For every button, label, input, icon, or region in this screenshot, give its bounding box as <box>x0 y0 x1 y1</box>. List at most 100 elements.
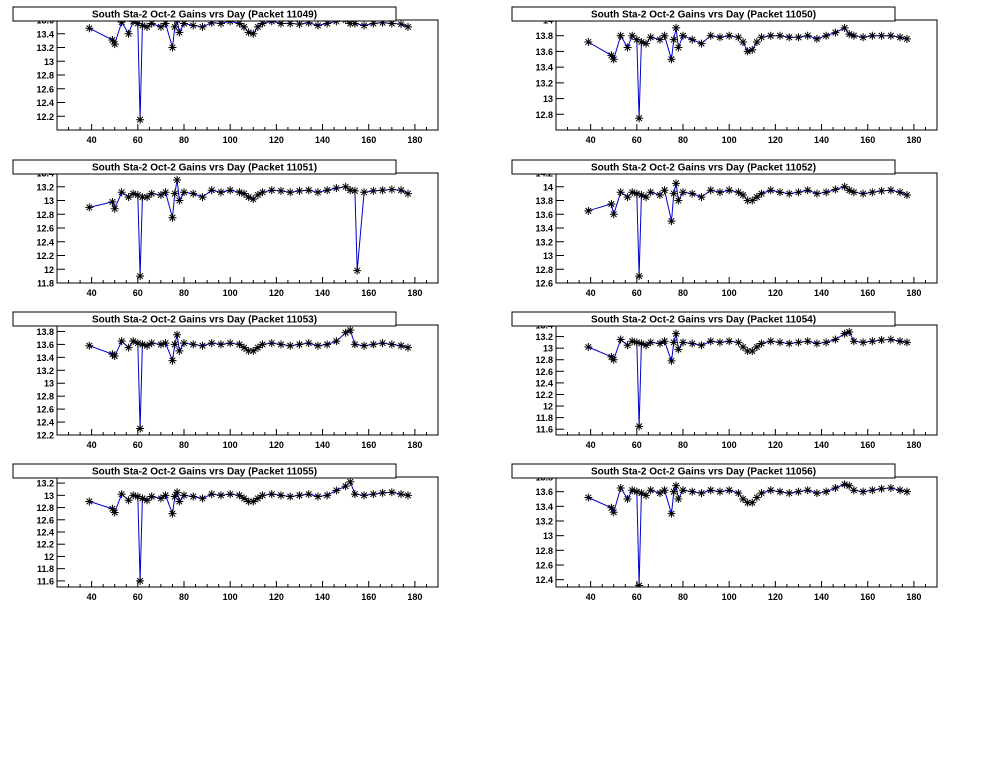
data-point <box>332 337 341 346</box>
data-point <box>715 487 724 496</box>
x-tick-label: 80 <box>179 135 189 145</box>
data-point <box>757 189 766 198</box>
data-point <box>387 185 396 194</box>
data-point <box>117 20 126 27</box>
y-tick-label: 12.2 <box>36 431 54 441</box>
data-point <box>785 189 794 198</box>
x-tick-label: 100 <box>223 288 238 298</box>
data-point <box>674 495 683 503</box>
series-line <box>588 27 908 119</box>
data-point <box>743 196 752 205</box>
chart-panel: 40 60 80 100 120 140 160 180 11.8 12 12.2 12.4 12.6 1… <box>12 159 439 298</box>
data-point <box>108 197 117 206</box>
y-tick-label: 12.8 <box>36 503 54 513</box>
data-point <box>138 340 147 349</box>
data-point <box>725 186 734 195</box>
data-point <box>143 22 152 31</box>
data-point <box>660 186 669 195</box>
x-tick-label: 140 <box>814 440 829 450</box>
data-point <box>902 191 911 199</box>
data-point <box>609 210 618 219</box>
y-tick-label: 13.2 <box>535 517 553 527</box>
data-point <box>304 20 313 27</box>
data-point <box>840 480 849 489</box>
x-tick-label: 180 <box>407 135 422 145</box>
data-point <box>688 35 697 44</box>
y-tick-label: 13.6 <box>535 487 553 497</box>
data-point <box>244 497 253 506</box>
data-layer <box>584 480 911 587</box>
data-point <box>623 43 632 52</box>
data-point <box>607 199 616 208</box>
data-point <box>147 20 156 28</box>
x-tick-label: 140 <box>315 288 330 298</box>
y-tick-label: 12.6 <box>36 84 54 94</box>
data-point <box>812 189 821 198</box>
x-tick-label: 140 <box>814 592 829 602</box>
data-point <box>697 489 706 498</box>
data-point <box>752 193 761 202</box>
y-tick-label: 13 <box>44 196 54 206</box>
data-point <box>253 191 262 199</box>
data-point <box>803 486 812 495</box>
x-tick-label: 80 <box>179 440 189 450</box>
data-point <box>609 508 618 517</box>
data-point <box>859 338 868 347</box>
data-point <box>775 31 784 40</box>
chart-panel: 40 60 80 100 120 140 160 180 12.2 12.4 12.6 12.8 13 1… <box>12 6 439 145</box>
data-point <box>655 191 664 199</box>
data-point <box>623 193 632 202</box>
data-point <box>637 489 646 498</box>
x-tick-label: 120 <box>269 288 284 298</box>
data-point <box>175 28 184 37</box>
x-tick-label: 140 <box>814 288 829 298</box>
data-point <box>286 341 295 350</box>
data-point <box>249 29 258 38</box>
data-point <box>175 497 184 506</box>
data-point <box>845 481 854 490</box>
data-point <box>110 40 119 49</box>
data-point <box>226 186 235 195</box>
data-point <box>868 31 877 40</box>
data-point <box>378 186 387 195</box>
data-layer <box>584 179 911 281</box>
x-tick-label: 80 <box>678 440 688 450</box>
y-tick-label: 13.4 <box>36 29 54 39</box>
data-point <box>840 329 849 338</box>
chart-panel: 40 60 80 100 120 140 160 180 12.2 12.4 12.6 12.8 13 1… <box>12 311 439 450</box>
data-point <box>170 22 179 31</box>
y-tick-label: 12.6 <box>36 515 54 525</box>
y-tick-label: 13.4 <box>535 502 553 512</box>
data-point <box>785 489 794 498</box>
data-point <box>286 188 295 197</box>
y-tick-label: 12 <box>44 265 54 275</box>
data-point <box>387 340 396 349</box>
data-layer <box>85 477 412 585</box>
data-point <box>249 497 258 506</box>
data-point <box>672 179 681 188</box>
data-point <box>323 340 332 349</box>
y-tick-label: 12.8 <box>535 110 553 120</box>
y-tick-label: 12.2 <box>36 251 54 261</box>
data-point <box>226 339 235 348</box>
data-point <box>180 339 188 348</box>
x-tick-label: 120 <box>768 288 783 298</box>
data-point <box>136 272 145 281</box>
y-tick-label: 13.6 <box>36 340 54 350</box>
data-point <box>350 186 359 195</box>
x-tick-label: 40 <box>87 440 97 450</box>
y-tick-label: 13.2 <box>36 43 54 53</box>
data-point <box>360 491 369 500</box>
data-point <box>198 341 207 350</box>
x-tick-label: 160 <box>860 135 875 145</box>
data-point <box>85 24 94 33</box>
data-point <box>743 347 752 356</box>
data-point <box>632 35 641 44</box>
y-tick-label: 12.6 <box>36 405 54 415</box>
data-point <box>697 39 706 48</box>
panel-title: South Sta-2 Oct-2 Gains vrs Day (Packet … <box>591 315 816 326</box>
data-point <box>286 492 295 501</box>
data-point <box>706 486 715 495</box>
data-layer <box>85 175 412 281</box>
y-tick-label: 13.4 <box>535 224 553 234</box>
